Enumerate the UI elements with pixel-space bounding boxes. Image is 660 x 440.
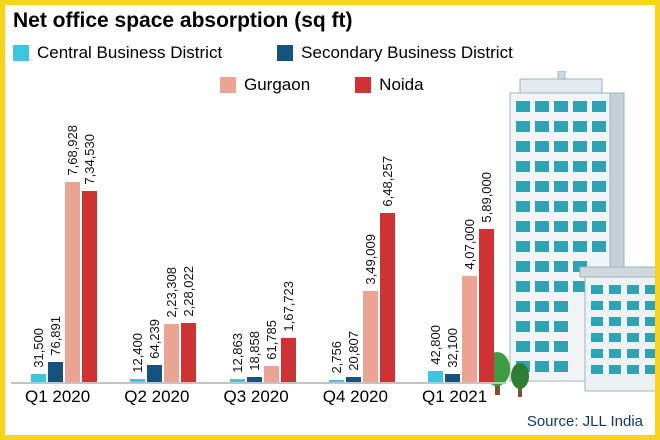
bar-value-label: 6,48,257 (379, 156, 395, 207)
bar-gurgaon (362, 291, 378, 382)
bar-gurgaon (462, 276, 477, 382)
bar-value-label: 7,68,928 (65, 125, 80, 176)
category-label: Q1 2020 (25, 387, 91, 406)
category-axis: Q1 2020 Q2 2020 Q3 2020 Q4 2020 Q1 2021 (11, 384, 506, 407)
bar-group: 12,400 64,239 2,23,308 2,28,022 (130, 77, 197, 382)
category-label: Q4 2020 (322, 387, 388, 406)
chart-title: Net office space absorption (sq ft) (13, 9, 353, 32)
bar-wrap: 64,239 (147, 77, 163, 382)
bar-group: 42,800 32,100 4,07,000 5,89,000 (428, 77, 494, 382)
bar-wrap: 32,100 (445, 77, 460, 382)
bar-group: 31,500 76,891 7,68,928 7,34,530 (31, 77, 97, 382)
legend-label-cbd: Central Business District (37, 43, 223, 62)
sbd-swatch (277, 45, 294, 61)
bar-value-label: 12,863 (229, 333, 245, 373)
bar-value-label: 12,400 (130, 333, 146, 373)
bar-noida (181, 323, 197, 382)
bar-wrap: 2,28,022 (181, 77, 197, 382)
legend-row-2: Gurgaon Noida (220, 75, 424, 95)
noida-swatch (355, 77, 372, 93)
bar-noida (379, 213, 395, 382)
bar-value-label: 31,500 (31, 328, 46, 368)
bar-value-label: 61,785 (263, 320, 279, 360)
bar-wrap: 2,23,308 (164, 77, 180, 382)
bar-noida (280, 338, 296, 382)
cbd-swatch (13, 45, 29, 61)
bar-secondary-business-district (246, 377, 262, 382)
bar-wrap: 18,858 (246, 77, 262, 382)
tower-windows (516, 101, 606, 372)
source-credit: Source: JLL India (526, 413, 643, 430)
bar-central-business-district (428, 371, 443, 382)
bar-chart: 31,500 76,891 7,68,928 7,34,530 12,400 64,239… (11, 77, 506, 407)
category-label: Q1 2021 (422, 387, 488, 406)
bar-value-label: 18,858 (246, 331, 262, 371)
bar-value-label: 2,756 (328, 341, 344, 374)
bar-value-label: 32,100 (445, 328, 460, 368)
legend-row-1: Central Business District Secondary Busi… (13, 43, 513, 63)
bar-wrap: 5,89,000 (479, 77, 494, 382)
plot-area: 31,500 76,891 7,68,928 7,34,530 12,400 64,239… (11, 77, 506, 384)
bar-wrap: 7,34,530 (82, 77, 97, 382)
bar-wrap: 12,863 (229, 77, 245, 382)
lower-building-windows (591, 285, 655, 374)
bar-value-label: 1,67,723 (280, 281, 296, 332)
bar-secondary-business-district (345, 377, 361, 382)
legend-item-noida: Noida (355, 75, 424, 95)
bar-group: 12,863 18,858 61,785 1,67,723 (229, 77, 296, 382)
category-label: Q2 2020 (124, 387, 190, 406)
legend-item-cbd: Central Business District (13, 43, 222, 63)
bar-wrap: 4,07,000 (462, 77, 477, 382)
bar-wrap: 12,400 (130, 77, 146, 382)
bar-value-label: 2,28,022 (181, 266, 197, 317)
bar-secondary-business-district (147, 365, 163, 382)
bar-central-business-district (328, 380, 344, 382)
gurgaon-swatch (220, 77, 236, 93)
bar-group: 2,756 20,807 3,49,009 6,48,257 (328, 77, 395, 382)
bar-value-label: 2,23,308 (164, 267, 180, 318)
bar-wrap: 31,500 (31, 77, 46, 382)
legend-item-sbd: Secondary Business District (277, 43, 513, 63)
bar-central-business-district (130, 379, 146, 382)
bar-value-label: 3,49,009 (362, 234, 378, 285)
bar-wrap: 1,67,723 (280, 77, 296, 382)
bar-central-business-district (229, 379, 245, 382)
bar-wrap: 61,785 (263, 77, 279, 382)
bar-noida (479, 229, 494, 382)
bar-wrap: 6,48,257 (379, 77, 395, 382)
legend-label-gurgaon: Gurgaon (244, 75, 311, 94)
bar-value-label: 7,34,530 (82, 134, 97, 185)
bar-wrap: 76,891 (48, 77, 63, 382)
bar-gurgaon (263, 366, 279, 382)
bar-wrap: 3,49,009 (362, 77, 378, 382)
legend-item-gurgaon: Gurgaon (220, 75, 310, 95)
bar-secondary-business-district (445, 374, 460, 382)
bar-value-label: 76,891 (48, 316, 63, 356)
bar-value-label: 64,239 (147, 319, 163, 359)
bar-wrap: 42,800 (428, 77, 443, 382)
bar-gurgaon (65, 182, 80, 382)
legend-label-sbd: Secondary Business District (301, 43, 513, 62)
bar-value-label: 5,89,000 (479, 172, 494, 223)
bar-wrap: 7,68,928 (65, 77, 80, 382)
bar-value-label: 42,800 (428, 325, 443, 365)
bar-value-label: 4,07,000 (462, 219, 477, 270)
skyscraper-illustration (484, 71, 655, 397)
category-label: Q3 2020 (223, 387, 289, 406)
bar-wrap: 20,807 (345, 77, 361, 382)
bar-wrap: 2,756 (328, 77, 344, 382)
bar-central-business-district (31, 374, 46, 382)
bar-noida (82, 191, 97, 382)
bar-gurgaon (164, 324, 180, 382)
bar-secondary-business-district (48, 362, 63, 382)
bar-value-label: 20,807 (345, 331, 361, 371)
legend-label-noida: Noida (379, 75, 424, 94)
